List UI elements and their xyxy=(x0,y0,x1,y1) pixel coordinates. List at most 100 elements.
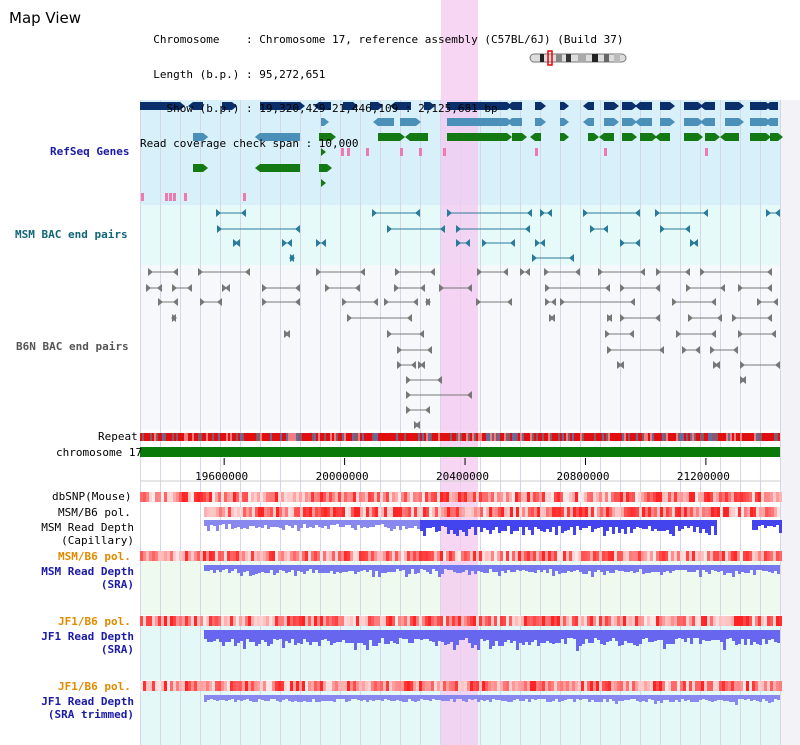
jf1-pol2-cell xyxy=(341,681,344,691)
jf1-pol-cell xyxy=(527,616,530,626)
track-label-msm-pol[interactable]: MSM/B6 pol. xyxy=(58,506,131,519)
jf1-trim-depth-bar xyxy=(558,695,561,702)
track-label-jf1-pol2[interactable]: JF1/B6 pol. xyxy=(58,680,131,693)
track-label-jf1-pol[interactable]: JF1/B6 pol. xyxy=(58,615,131,628)
jf1-pol-cell xyxy=(566,616,569,626)
dbsnp-cell xyxy=(209,492,212,502)
jf1-pol-cell xyxy=(311,616,314,626)
jf1-pol2-cell xyxy=(599,681,602,691)
jf1-sra-depth-bar xyxy=(711,630,714,640)
jf1-pol2-cell xyxy=(740,681,743,691)
dbsnp-cell xyxy=(641,492,644,502)
repeat-segment xyxy=(664,433,666,441)
repeat-segment xyxy=(424,433,426,441)
repeat-segment xyxy=(690,433,692,441)
msm-sra-depth-bar xyxy=(774,565,777,571)
track-label-msm-cap-1[interactable]: MSM Read Depth xyxy=(41,521,134,534)
b6n-bac-pair-end xyxy=(198,268,203,276)
b6n-bac-pair-end xyxy=(551,298,556,306)
jf1-sra-depth-bar xyxy=(513,630,516,641)
gene-feature xyxy=(622,102,632,110)
msm-pol2-cell xyxy=(539,551,542,561)
msm-cap-depth-bar xyxy=(267,520,270,529)
track-label-b6n-bac[interactable]: B6N BAC end pairs xyxy=(16,340,129,353)
msm-pol-cell xyxy=(645,507,648,517)
b6n-bac-pair-end xyxy=(682,346,687,354)
msm-cap-depth-bar xyxy=(776,520,779,525)
gene-arrow xyxy=(321,148,326,156)
jf1-pol2-cell xyxy=(440,681,443,691)
msm-bac-pair-end xyxy=(217,225,222,233)
jf1-pol-cell xyxy=(383,616,386,626)
jf1-sra-depth-bar xyxy=(648,630,651,642)
msm-pol2-cell xyxy=(206,551,209,561)
track-label-msm-bac[interactable]: MSM BAC end pairs xyxy=(15,228,128,241)
jf1-sra-depth-bar xyxy=(378,630,381,643)
jf1-pol2-cell xyxy=(425,681,428,691)
jf1-trim-depth-bar xyxy=(396,695,399,700)
jf1-pol-cell xyxy=(353,616,356,626)
jf1-trim-depth-bar xyxy=(759,695,762,702)
jf1-trim-depth-bar xyxy=(516,695,519,699)
repeat-segment xyxy=(388,433,390,441)
jf1-pol2-cell xyxy=(686,681,689,691)
repeat-segment xyxy=(594,433,596,441)
msm-pol2-cell xyxy=(341,551,344,561)
msm-pol-cell xyxy=(579,507,582,517)
dbsnp-cell xyxy=(695,492,698,502)
repeat-segment xyxy=(704,433,706,441)
msm-cap-depth-bar xyxy=(528,520,531,530)
msm-pol-cell xyxy=(705,507,708,517)
jf1-sra-depth-bar xyxy=(282,630,285,648)
jf1-trim-depth-bar xyxy=(246,695,249,699)
msm-pol2-cell xyxy=(575,551,578,561)
jf1-pol-cell xyxy=(458,616,461,626)
b6n-bac-pair-end xyxy=(425,298,430,306)
track-label-refseq[interactable]: RefSeq Genes xyxy=(50,145,130,158)
jf1-pol-cell xyxy=(407,616,410,626)
repeat-segment xyxy=(426,433,428,441)
track-label-jf1-trim-1[interactable]: JF1 Read Depth xyxy=(41,695,134,708)
gene-arrow xyxy=(632,133,637,141)
repeat-segment xyxy=(296,433,298,441)
dbsnp-cell xyxy=(581,492,584,502)
dbsnp-cell xyxy=(473,492,476,502)
jf1-sra-depth-bar xyxy=(237,630,240,643)
msm-sra-depth-bar xyxy=(651,565,654,572)
msm-cap-depth-bar xyxy=(243,520,246,528)
msm-sra-depth-bar xyxy=(477,565,480,571)
jf1-sra-depth-bar xyxy=(204,630,207,639)
track-label-msm-pol2[interactable]: MSM/B6 pol. xyxy=(58,550,131,563)
track-label-msm-sra-1[interactable]: MSM Read Depth xyxy=(41,565,134,578)
jf1-pol-cell xyxy=(341,616,344,626)
gene-arrow xyxy=(700,102,705,110)
jf1-pol-cell xyxy=(176,616,179,626)
jf1-trim-depth-bar xyxy=(351,695,354,699)
dbsnp-cell xyxy=(761,492,764,502)
msm-pol-cell xyxy=(660,507,663,517)
b6n-bac-pair-end xyxy=(419,330,424,338)
msm-cap-depth-bar xyxy=(261,520,264,528)
track-label-dbsnp[interactable]: dbSNP(Mouse) xyxy=(52,490,132,503)
msm-pol-cell xyxy=(678,507,681,517)
jf1-trim-depth-bar xyxy=(207,695,210,700)
jf1-sra-depth-bar xyxy=(501,630,504,646)
pseudogene-mark xyxy=(184,193,187,201)
dbsnp-cell xyxy=(443,492,446,502)
repeat-segment xyxy=(318,433,320,441)
msm-pol2-cell xyxy=(488,551,491,561)
repeat-segment xyxy=(638,433,640,441)
msm-cap-depth-bar xyxy=(642,520,645,529)
jf1-sra-depth-bar xyxy=(507,630,510,640)
jf1-pol2-cell xyxy=(533,681,536,691)
b6n-bac-pair-end xyxy=(427,346,432,354)
jf1-pol2-cell xyxy=(728,681,731,691)
msm-pol-cell xyxy=(492,507,495,517)
track-label-jf1-sra-1[interactable]: JF1 Read Depth xyxy=(41,630,134,643)
msm-sra-depth-bar xyxy=(768,565,771,572)
msm-sra-depth-bar xyxy=(528,565,531,572)
dbsnp-cell xyxy=(467,492,470,502)
b6n-bac-pair-end xyxy=(676,330,681,338)
msm-pol2-cell xyxy=(779,551,782,561)
